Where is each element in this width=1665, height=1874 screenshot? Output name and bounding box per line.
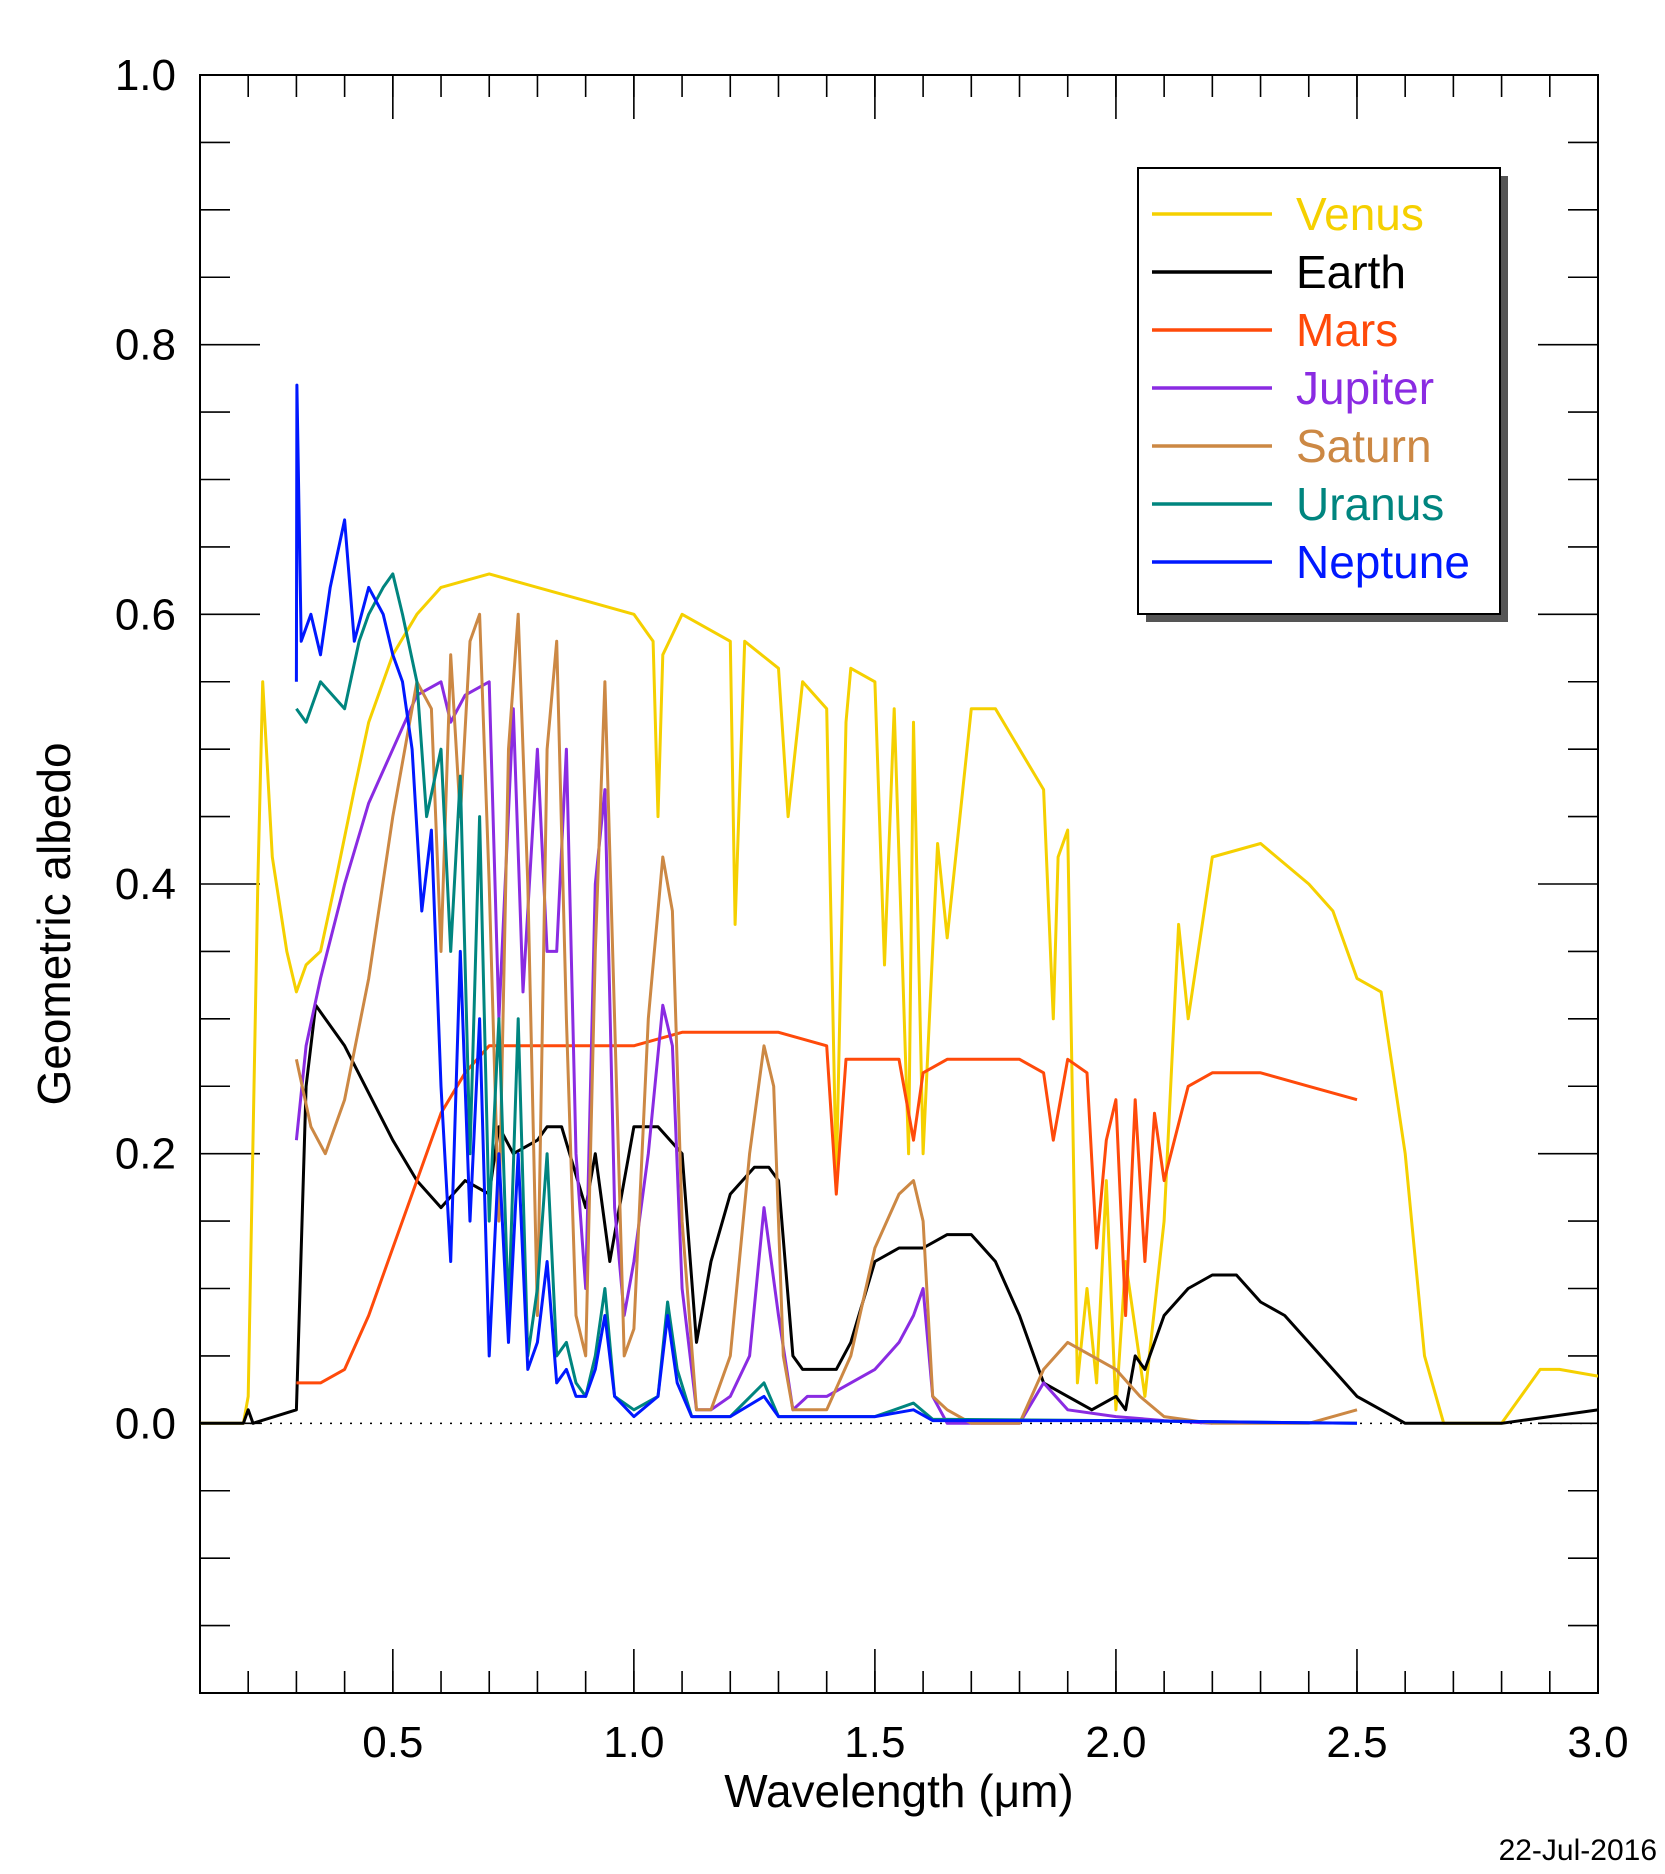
series-line-earth [200,1003,1598,1425]
x-tick-label: 1.0 [603,1718,664,1767]
y-tick-label: 0.2 [115,1130,176,1179]
x-tick-label: 2.5 [1326,1718,1387,1767]
x-tick-label: 2.0 [1085,1718,1146,1767]
legend-label-neptune: Neptune [1296,536,1470,588]
x-tick-label: 3.0 [1567,1718,1628,1767]
legend-label-venus: Venus [1296,188,1424,240]
x-axis-title: Wavelength (μm) [724,1765,1073,1817]
y-tick-label: 0.4 [115,860,176,909]
x-tick-label: 0.5 [362,1718,423,1767]
legend-label-uranus: Uranus [1296,478,1444,530]
series-line-jupiter [294,680,1213,1425]
legend-label-jupiter: Jupiter [1296,362,1434,414]
series-line-venus [200,572,1598,1425]
x-tick-label: 1.5 [844,1718,905,1767]
legend-label-saturn: Saturn [1296,420,1432,472]
y-tick-label: 0.0 [115,1399,176,1448]
date-stamp: 22-Jul-2016 [1498,1834,1657,1867]
legend-label-earth: Earth [1296,246,1406,298]
series-line-uranus [295,572,1358,1425]
legend-box [1137,167,1501,615]
legend-label-mars: Mars [1296,304,1398,356]
y-tick-label: 0.8 [115,321,176,370]
series-line-neptune [294,383,1358,1425]
y-tick-label: 1.0 [115,51,176,100]
y-tick-label: 0.6 [115,590,176,639]
y-axis-title: Geometric albedo [28,742,80,1105]
